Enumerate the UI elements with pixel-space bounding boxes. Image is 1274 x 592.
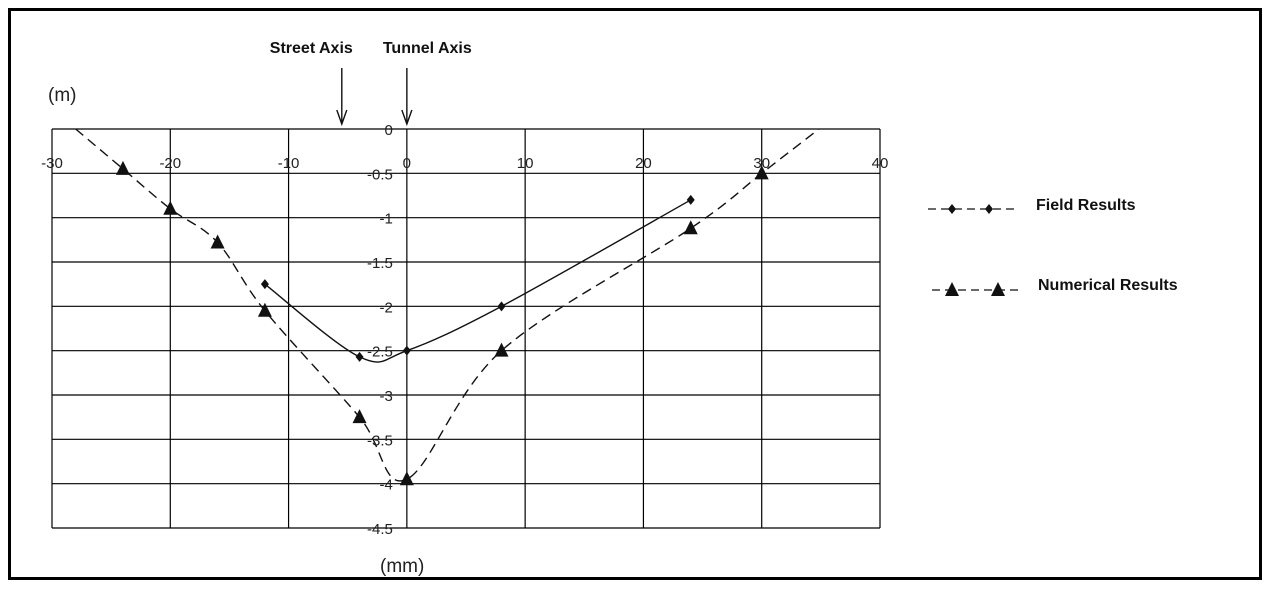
- x-tick-label: -30: [41, 155, 63, 172]
- x-axis-label: (mm): [380, 556, 424, 577]
- y-tick-label: 0: [385, 122, 393, 139]
- x-tick-label: 0: [403, 155, 411, 172]
- chart-frame: [8, 8, 1262, 580]
- legend-numerical-label: Numerical Results: [1038, 277, 1178, 294]
- legend: Field Results Numerical Results: [928, 197, 1178, 296]
- numerical-point: [494, 342, 509, 357]
- numerical-point: [163, 200, 178, 215]
- x-tick-label: 40: [872, 155, 889, 172]
- y-tick-label: -2: [380, 299, 393, 316]
- field-line: [264, 199, 692, 363]
- numerical-point: [210, 234, 225, 249]
- numerical-line: [75, 128, 820, 482]
- numerical-point: [399, 471, 414, 486]
- numerical-point: [683, 220, 698, 235]
- annotation-label: Street Axis: [270, 40, 353, 57]
- annotation-arrow-head: [401, 109, 413, 127]
- numerical-point: [115, 160, 130, 175]
- numerical-point: [945, 282, 959, 296]
- field-point: [260, 279, 269, 290]
- y-tick-label: -3: [380, 388, 393, 405]
- y-tick-label: -4: [380, 477, 393, 494]
- tick-labels: -30 -20 -10 0 10 20 30 40 0 -0.5 -1 -1.5 -2 -2.5 -3 -3.…: [41, 122, 888, 538]
- field-point: [686, 194, 695, 205]
- x-tick-label: 20: [635, 155, 652, 172]
- annotation-arrow-head: [336, 109, 348, 127]
- numerical-point: [754, 165, 769, 180]
- field-point: [948, 204, 956, 214]
- numerical-point: [257, 302, 272, 317]
- numerical-point: [352, 409, 367, 424]
- x-tick-label: 10: [517, 155, 534, 172]
- x-tick-label: 30: [753, 155, 770, 172]
- series-layer: [75, 128, 820, 486]
- y-tick-label: -4.5: [367, 521, 393, 538]
- x-tick-label: -10: [278, 155, 300, 172]
- y-tick-label: -1.5: [367, 255, 393, 272]
- grid: [51, 128, 881, 529]
- field-point: [355, 351, 364, 362]
- annotations: Street Axis Tunnel Axis: [270, 40, 472, 127]
- y-tick-label: -2.5: [367, 344, 393, 361]
- y-tick-label: -1: [380, 211, 393, 228]
- y-axis-label: (m): [48, 85, 76, 106]
- field-point: [497, 301, 506, 312]
- x-tick-label: -20: [159, 155, 181, 172]
- legend-field-label: Field Results: [1036, 197, 1136, 214]
- field-point: [402, 345, 411, 356]
- annotation-label: Tunnel Axis: [383, 40, 472, 57]
- y-tick-label: -3.5: [367, 432, 393, 449]
- field-point: [985, 204, 993, 214]
- numerical-point: [991, 282, 1005, 296]
- y-tick-label: -0.5: [367, 166, 393, 183]
